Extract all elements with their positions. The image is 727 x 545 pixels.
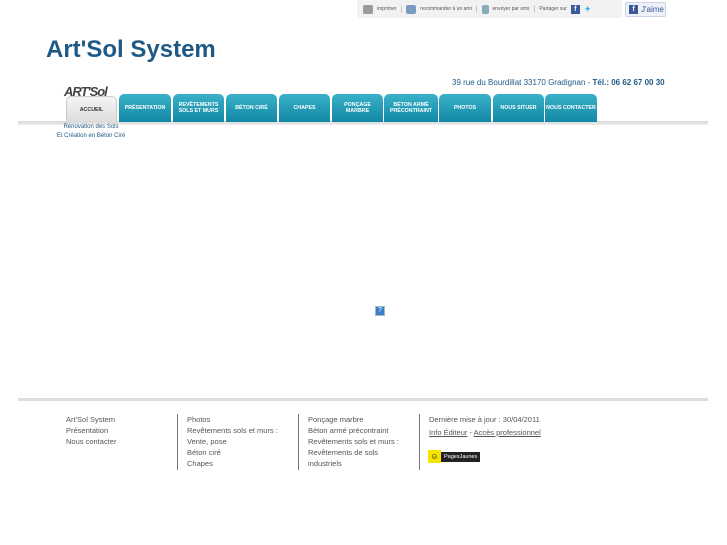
twitter-icon[interactable]: ✦ <box>583 3 592 14</box>
footer-link[interactable]: industriels <box>308 459 342 468</box>
logo[interactable]: ART'Sol <box>64 84 108 99</box>
footer-col-2: Photos Revêtements sols et murs : Vente, p… <box>177 414 278 470</box>
nav-tab-revêtements-sols-et-murs[interactable]: REVÊTEMENTS SOLS ET MURS <box>173 94 224 122</box>
site-title[interactable]: Art'Sol System <box>46 36 216 63</box>
recommend-link[interactable]: recommander à un ami <box>420 6 472 12</box>
phone-icon[interactable] <box>481 4 489 14</box>
like-label: J'aime <box>641 5 664 14</box>
footer-link[interactable]: Béton ciré <box>187 448 221 457</box>
missing-plugin-icon[interactable]: ? <box>375 306 385 316</box>
footer-link[interactable]: Vente, pose <box>187 437 227 446</box>
last-updated: Dernière mise à jour : 30/04/2011 <box>429 415 540 424</box>
footer-link[interactable]: Photos <box>187 415 211 424</box>
nav-bar-divider <box>18 121 708 125</box>
slogan: Rénovation des Sols Et Création en Béton … <box>50 123 132 141</box>
footer-divider <box>18 398 708 401</box>
facebook-icon[interactable]: f <box>570 4 580 14</box>
facebook-icon: f <box>629 5 638 14</box>
footer-link[interactable]: Chapes <box>187 459 213 468</box>
nav-tab-accueil[interactable]: ACCUEIL <box>66 96 117 123</box>
nav-tab-ponçage-marbre[interactable]: PONÇAGE MARBRE <box>332 94 383 122</box>
nav-tab-photos[interactable]: PHOTOS <box>439 94 491 122</box>
acces-pro-link[interactable]: Accès professionnel <box>473 428 541 437</box>
share-label: Partager sur <box>539 6 567 12</box>
nav-tab-nous-contacter[interactable]: NOUS CONTACTER <box>545 94 597 122</box>
nav-tab-béton-armé-précontraint[interactable]: BÉTON ARMÉ PRÉCONTRAINT <box>384 94 438 122</box>
slogan-line: Rénovation des Sols <box>63 124 119 130</box>
phone: Tél.: 06 62 67 00 30 <box>592 78 665 87</box>
pagesjaunes-label: PagesJaunes <box>441 451 481 462</box>
footer-col-1: Art'Sol System Présentation Nous contacter <box>66 414 116 447</box>
footer-link[interactable]: Ponçage marbre <box>308 415 364 424</box>
separator: - <box>467 428 474 437</box>
address-text: 39 rue du Bourdillat 33170 Gradignan - <box>452 78 593 87</box>
slogan-line: Et Création en Béton Ciré <box>56 133 126 139</box>
print-link[interactable]: imprimer <box>377 6 397 12</box>
printer-icon[interactable] <box>363 4 373 14</box>
share-toolbar: imprimer | recommander à un ami | envoyer … <box>357 0 622 18</box>
nav-tab-nous-situer[interactable]: NOUS SITUER <box>493 94 544 122</box>
footer-link[interactable]: Art'Sol System <box>66 415 115 424</box>
footer-link[interactable]: Revêtements de sols <box>308 448 379 457</box>
footer-link[interactable]: Revêtements sols et murs : <box>308 437 399 446</box>
nav-tab-chapes[interactable]: CHAPES <box>279 94 330 122</box>
footer-link[interactable]: Présentation <box>66 426 109 435</box>
address: 39 rue du Bourdillat 33170 Gradignan - T… <box>452 78 665 87</box>
footer-link[interactable]: Revêtements sols et murs : <box>187 426 278 435</box>
footer-link[interactable]: Nous contacter <box>66 437 117 446</box>
pagesjaunes-smiley-icon: ☺ <box>428 450 441 463</box>
footer-col-3: Ponçage marbre Béton armé précontraint Rev… <box>298 414 399 470</box>
info-editeur-link[interactable]: Info Éditeur <box>429 428 468 437</box>
footer-col-4: Dernière mise à jour : 30/04/2011 Info É… <box>419 414 541 470</box>
nav-tab-béton-ciré[interactable]: BÉTON CIRÉ <box>226 94 277 122</box>
nav-tab-présentation[interactable]: PRÉSENTATION <box>119 94 171 122</box>
recommend-icon[interactable] <box>406 4 417 14</box>
footer-link[interactable]: Béton armé précontraint <box>308 426 389 435</box>
sms-link[interactable]: envoyer par sms <box>492 6 530 12</box>
like-button[interactable]: f J'aime <box>625 2 666 17</box>
pagesjaunes-badge[interactable]: ☺ PagesJaunes <box>428 450 481 463</box>
